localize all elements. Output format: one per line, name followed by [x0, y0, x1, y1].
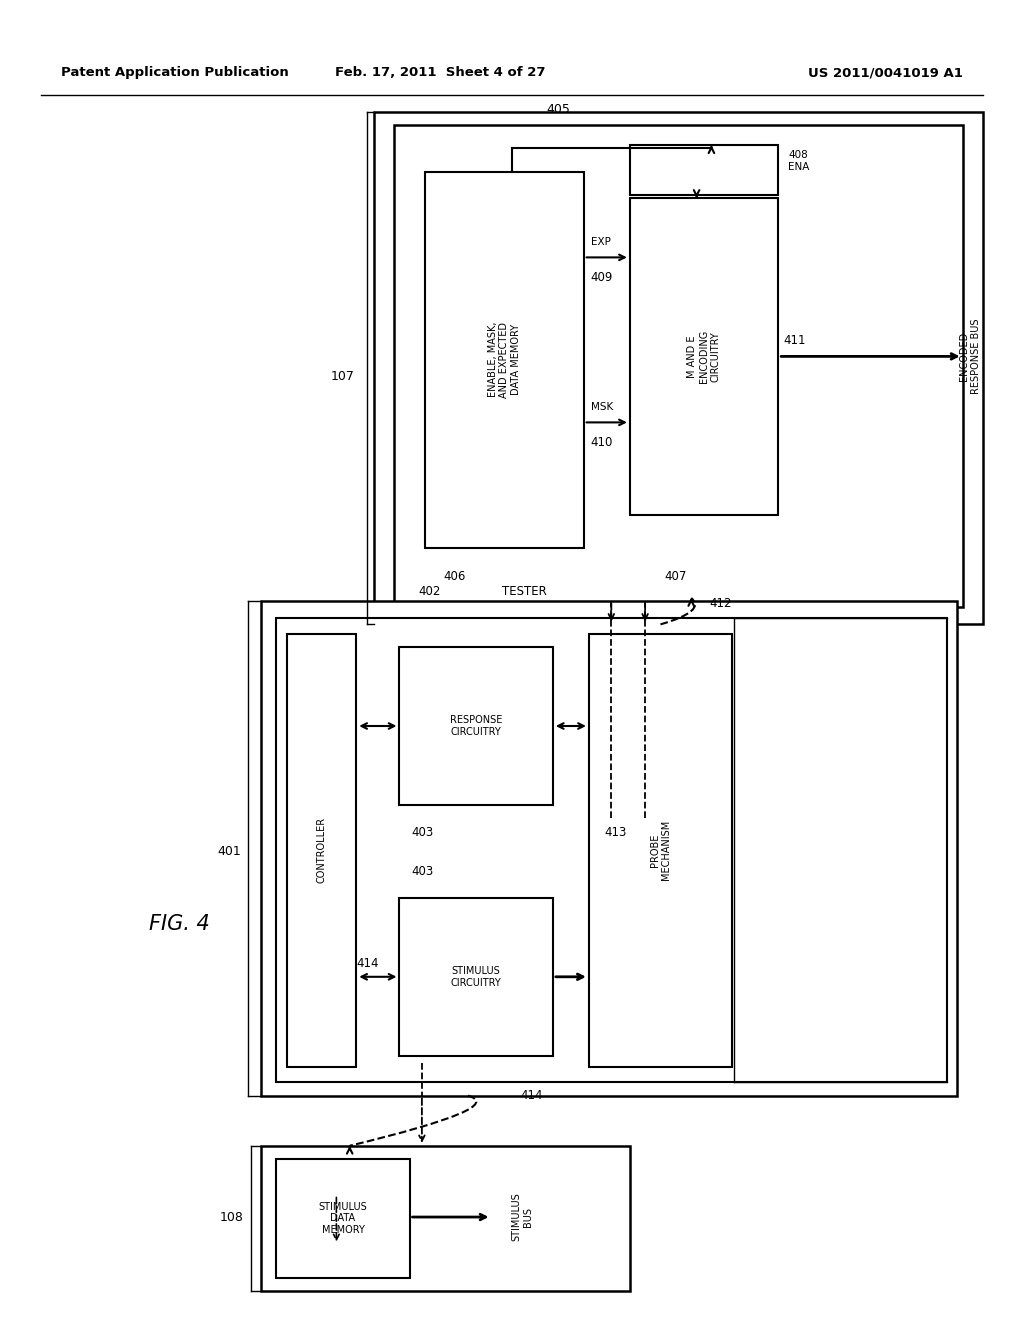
Text: RESPONSE
CIRCUITRY: RESPONSE CIRCUITRY — [450, 715, 503, 737]
Text: 413: 413 — [604, 826, 627, 840]
Bar — [394, 125, 963, 607]
Text: Feb. 17, 2011  Sheet 4 of 27: Feb. 17, 2011 Sheet 4 of 27 — [335, 66, 546, 79]
Bar — [399, 898, 553, 1056]
Bar — [276, 1159, 410, 1278]
Text: Patent Application Publication: Patent Application Publication — [61, 66, 289, 79]
Text: 409: 409 — [590, 271, 612, 284]
Bar — [425, 172, 584, 548]
Text: 411: 411 — [783, 334, 806, 347]
Text: 414: 414 — [520, 1089, 543, 1102]
Text: 107: 107 — [331, 370, 354, 383]
Text: STIMULUS
DATA
MEMORY: STIMULUS DATA MEMORY — [318, 1201, 368, 1236]
Text: 410: 410 — [590, 436, 612, 449]
Text: 407: 407 — [665, 570, 687, 583]
Text: MSK: MSK — [591, 401, 613, 412]
Bar — [287, 634, 356, 1067]
Bar — [374, 112, 983, 624]
Bar — [399, 647, 553, 805]
Text: STIMULUS
BUS: STIMULUS BUS — [511, 1193, 534, 1241]
Text: CONTROLLER: CONTROLLER — [316, 817, 327, 883]
Text: STIMULUS
CIRCUITRY: STIMULUS CIRCUITRY — [451, 966, 502, 987]
Text: US 2011/0041019 A1: US 2011/0041019 A1 — [808, 66, 963, 79]
Bar — [261, 601, 957, 1096]
Text: 406: 406 — [443, 570, 466, 583]
Text: 403: 403 — [412, 865, 434, 878]
Bar — [276, 618, 947, 1082]
Text: 401: 401 — [217, 845, 241, 858]
Text: 405: 405 — [546, 103, 570, 116]
Text: ENCODED
RESPONSE BUS: ENCODED RESPONSE BUS — [958, 318, 981, 395]
Text: TESTER: TESTER — [502, 585, 547, 598]
Text: FIG. 4: FIG. 4 — [148, 913, 210, 935]
Text: EXP: EXP — [591, 236, 610, 247]
Text: ENABLE, MASK,
AND EXPECTED
DATA MEMORY: ENABLE, MASK, AND EXPECTED DATA MEMORY — [487, 322, 521, 397]
Text: PROBE
MECHANISM: PROBE MECHANISM — [649, 820, 672, 880]
Bar — [630, 145, 778, 195]
Text: 414: 414 — [356, 957, 379, 970]
Text: 403: 403 — [412, 826, 434, 840]
Text: 402: 402 — [418, 585, 440, 598]
Text: 108: 108 — [220, 1210, 244, 1224]
Bar — [630, 198, 778, 515]
Bar — [261, 1146, 630, 1291]
Text: M AND E
ENCODING
CIRCUITRY: M AND E ENCODING CIRCUITRY — [687, 330, 721, 383]
Text: 408
ENA: 408 ENA — [788, 150, 810, 172]
Bar — [589, 634, 732, 1067]
Text: 412: 412 — [710, 597, 732, 610]
